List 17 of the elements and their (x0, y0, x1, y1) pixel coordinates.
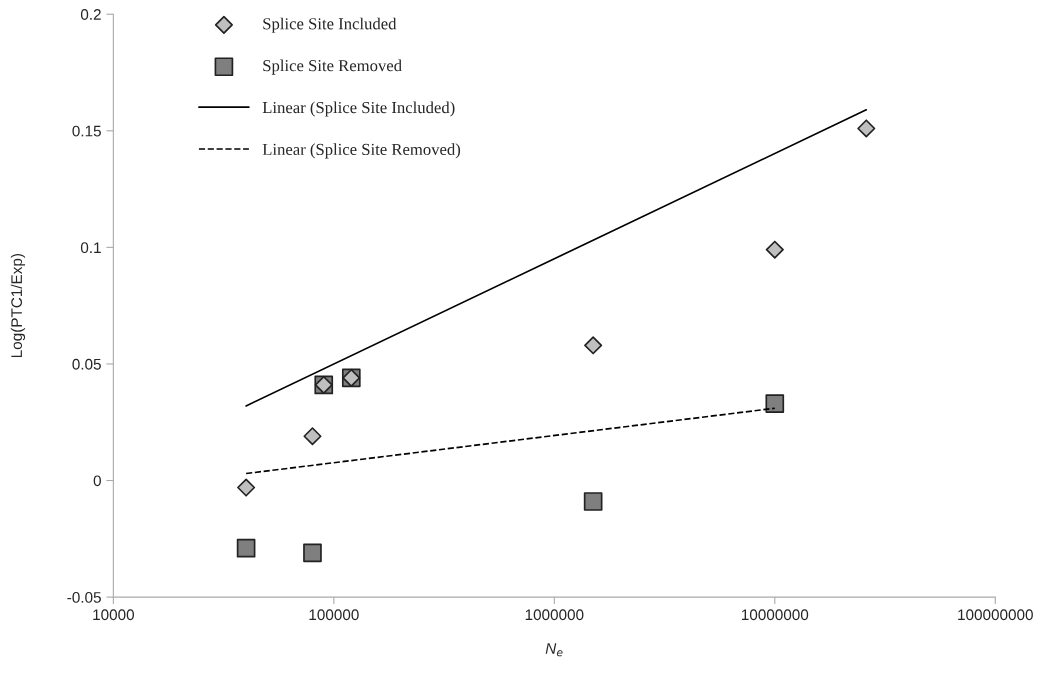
x-axis-title: N$_{e}$ (545, 643, 563, 657)
y-axis-title: Log(PTC1/Exp) (10, 253, 26, 358)
x-tick-label: 100000 (309, 609, 359, 621)
x-tick-label: 100000000 (958, 609, 1033, 621)
legend-label: Splice Site Removed (263, 59, 402, 75)
y-tick-label: 0 (93, 475, 101, 487)
x-tick-label: 10000000 (741, 609, 809, 621)
x-tick-label: 10000 (93, 609, 135, 621)
legend-label: Linear (Splice Site Removed) (262, 143, 461, 159)
y-tick-label: 0.05 (72, 358, 101, 370)
x-tick-label: 1000000 (525, 609, 584, 621)
y-tick-label: 0.15 (72, 125, 101, 137)
legend-label: Splice Site Included (263, 17, 397, 33)
y-tick-label: 0.2 (80, 9, 101, 20)
legend-label: Linear (Splice Site Included) (262, 101, 455, 117)
y-tick-label: -0.05 (67, 591, 101, 603)
y-tick-label: 0.1 (80, 242, 101, 254)
